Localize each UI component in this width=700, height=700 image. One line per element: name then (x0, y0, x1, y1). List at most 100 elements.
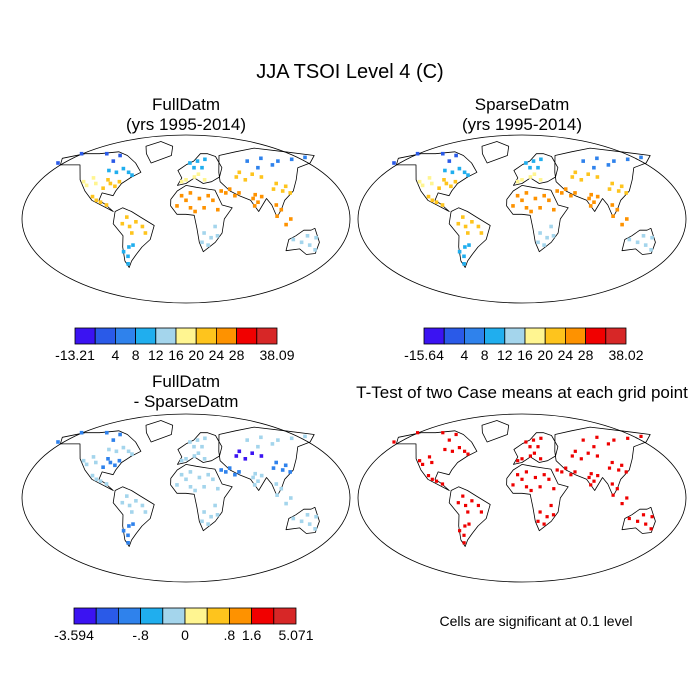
significant-cell (617, 468, 621, 472)
colorbar-box (251, 607, 275, 625)
grid-cell (443, 168, 447, 173)
grid-cell (449, 184, 453, 189)
colorbar-tick-label: 20 (188, 347, 204, 363)
grid-cell (650, 235, 654, 240)
map-sparse (356, 133, 688, 305)
grid-cell (280, 468, 285, 472)
grid-cell (314, 514, 318, 519)
significant-cell (520, 457, 524, 461)
significant-cell (441, 431, 445, 435)
grid-cell (549, 224, 553, 229)
significant-cell (456, 501, 460, 505)
grid-cell (233, 193, 237, 198)
grid-cell (179, 472, 184, 477)
significant-cell (612, 438, 616, 442)
grid-cell (625, 217, 629, 221)
grid-cell (233, 472, 237, 477)
grid-cell (299, 240, 304, 245)
map-canvas (357, 413, 687, 583)
grid-cell (56, 161, 60, 165)
significant-cell (542, 522, 546, 526)
significant-cell (538, 510, 542, 514)
significant-cell (462, 533, 466, 537)
grid-cell (467, 243, 471, 247)
colorbar-box (175, 327, 197, 345)
significant-cell (641, 513, 646, 517)
grid-cell (94, 477, 99, 482)
colorbar-box (195, 327, 217, 345)
grid-cell (476, 224, 481, 229)
colorbar-tick-label: 38.09 (259, 347, 294, 363)
colorbar-box (564, 327, 586, 345)
coastline (481, 141, 510, 164)
grid-cell (126, 449, 131, 454)
significant-cell (570, 454, 574, 458)
grid-cell (121, 249, 126, 254)
grid-cell (607, 187, 612, 191)
grid-cell (259, 194, 264, 199)
grid-cell (121, 166, 126, 171)
grid-cell (188, 191, 193, 195)
significant-cell (450, 449, 454, 453)
grid-cell (175, 204, 179, 208)
grid-cell (192, 175, 197, 179)
colorbar-box (95, 607, 119, 625)
significance-note: Cells are significant at 0.1 level (439, 613, 633, 629)
grid-cell (106, 178, 110, 182)
grid-cell (275, 214, 279, 218)
grid-cell (131, 243, 135, 247)
panel-title-diff: FullDatm - SparseDatm (20, 372, 352, 412)
grid-cell (283, 184, 288, 189)
panel-title-full: FullDatm (yrs 1995-2014) (20, 95, 352, 135)
significant-cell (464, 503, 468, 508)
grid-cell (569, 193, 573, 198)
grid-cell (202, 510, 206, 514)
map-ttest (356, 412, 688, 584)
grid-cell (197, 196, 202, 201)
colorbar-tick-label: -15.64 (404, 347, 444, 363)
grid-cell (206, 193, 210, 198)
grid-cell (270, 163, 275, 167)
grid-cell (118, 432, 122, 437)
colorbar-canvas: -15.64 4 8 12 16 20 24 28 38.02 (404, 327, 644, 363)
significant-cell (620, 502, 624, 506)
grid-cell (197, 475, 202, 480)
grid-cell (551, 234, 556, 238)
figure-title: JJA TSOI Level 4 (C) (256, 61, 444, 83)
grid-cell (211, 477, 215, 482)
colorbar-tick-label: 4 (112, 347, 120, 363)
grid-cell (538, 178, 543, 182)
grid-cell (179, 458, 184, 463)
significant-cell (430, 460, 434, 465)
grid-cell (104, 203, 109, 207)
significant-cell (392, 440, 396, 444)
significant-cell (573, 470, 577, 474)
grid-cell (203, 157, 207, 162)
grid-cell (442, 178, 446, 182)
grid-cell (130, 452, 134, 456)
grid-cell (184, 457, 188, 461)
significant-cell (560, 470, 564, 474)
grid-cell (542, 243, 546, 247)
colorbar-tick-label: 0 (181, 627, 189, 643)
grid-cell (305, 513, 310, 517)
grid-cell (251, 196, 255, 201)
grid-cell (209, 514, 213, 519)
significant-cell (595, 454, 599, 458)
significant-cell (607, 466, 612, 470)
grid-cell (56, 440, 60, 444)
significant-cell (606, 442, 610, 446)
significant-cell (479, 510, 483, 514)
significant-cell (536, 445, 540, 449)
significant-cell (644, 522, 648, 526)
grid-cell (276, 159, 280, 163)
grid-cell (250, 451, 254, 455)
grid-cell (533, 196, 538, 201)
coastline (506, 185, 569, 253)
grid-cell (193, 209, 197, 214)
grid-cell (117, 179, 122, 184)
significant-cell (528, 454, 532, 458)
grid-cell (101, 465, 105, 469)
colorbar-box (524, 327, 546, 345)
significant-cell (552, 487, 556, 491)
